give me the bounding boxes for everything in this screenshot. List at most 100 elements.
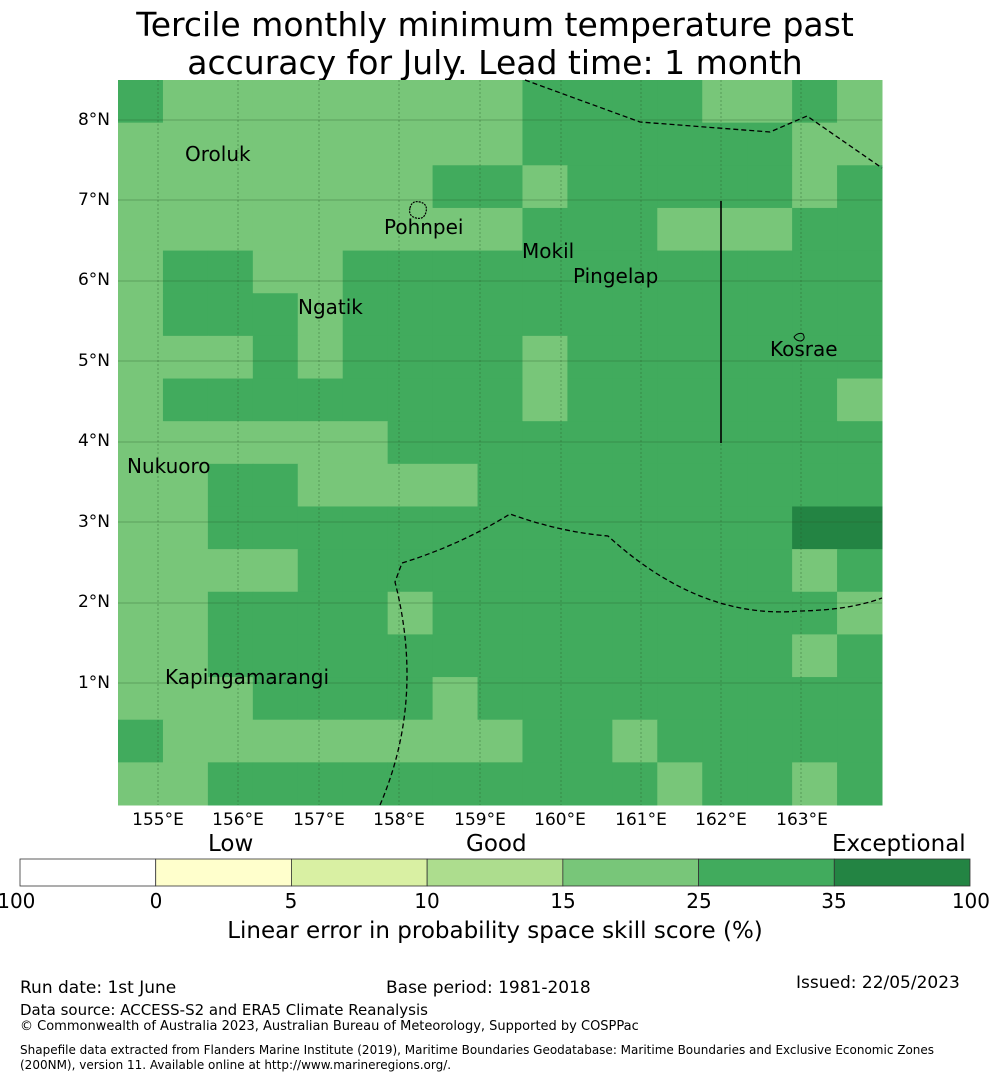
colorbar-tick-label: 5 [284,889,298,913]
skill-cell [432,463,479,507]
skill-cell [657,207,703,252]
skill-cell [567,719,613,763]
colorbar-segment [562,858,699,887]
skill-cell [342,762,389,806]
colorbar-tick-label: 35 [821,889,847,913]
skill-cell [522,80,568,124]
skill-cell [297,378,344,422]
skill-cell [342,719,389,763]
skill-cell [702,207,748,252]
skill-cell [837,80,883,124]
skill-cell [702,463,748,507]
pohnpei-island-shape [409,201,427,219]
skill-cell [837,549,883,593]
skill-cell [792,549,838,593]
skill-cell [567,549,613,593]
skill-cell [162,421,209,465]
skill-cell [702,634,748,678]
colorbar-segment [19,858,157,887]
skill-cell [657,421,703,465]
skill-cell [837,677,883,721]
skill-cell [432,165,479,209]
skill-cell [297,293,344,337]
skill-cell [837,506,883,550]
skill-cell [162,762,209,806]
skill-cell [387,549,434,593]
skill-cell [207,122,254,166]
skill-cell [207,591,254,635]
skill-cell [118,421,164,465]
skill-cell [792,463,838,507]
skill-cell [207,335,254,380]
lat-label-8n: 8°N [77,110,110,130]
skill-cell [162,378,209,422]
skill-cell [342,80,389,124]
skill-cell [837,421,883,465]
skill-cell [207,293,254,337]
colorbar-category-good: Good [466,831,527,857]
skill-cell [612,549,658,593]
skill-cell [792,762,838,806]
skill-cell [252,421,299,465]
skill-cell [342,506,389,550]
colorbar [19,858,971,887]
skill-cell [118,335,164,380]
colorbar-tick-label: -100 [0,889,36,913]
skill-cell [657,634,703,678]
skill-cell [612,677,658,721]
skill-cell [387,378,434,422]
shapefile-credit: Shapefile data extracted from Flanders M… [20,1043,935,1072]
skill-cell [567,378,613,422]
colorbar-title: Linear error in probability space skill … [227,918,763,944]
skill-cell [297,421,344,465]
skill-cell [702,293,748,337]
skill-cell [477,207,523,252]
skill-cell [657,762,703,806]
skill-cell [252,591,299,635]
skill-cell [432,335,479,380]
skill-cell [747,165,793,209]
eez-boundary-south [379,513,883,806]
colorbar-tick-label: 0 [149,889,163,913]
skill-cell [118,293,164,337]
skill-cell [477,591,523,635]
colorbar-category-low: Low [208,831,254,857]
skill-cell [612,80,658,124]
skill-cell [297,165,344,209]
skill-cell [252,506,299,550]
skill-cell [837,591,883,635]
skill-cell [342,293,389,337]
skill-cell [657,165,703,209]
lon-label-157e: 157°E [293,810,345,830]
lon-label-155e: 155°E [132,810,184,830]
skill-cell [207,207,254,252]
skill-cell [522,207,568,252]
skill-cell [207,165,254,209]
skill-cell [612,762,658,806]
lon-label-160e: 160°E [534,810,586,830]
skill-cell [522,719,568,763]
skill-cell [702,762,748,806]
colorbar-tick-label: 25 [686,889,712,913]
skill-cell [432,293,479,337]
lat-label-4n: 4°N [77,431,110,451]
skill-cell [207,80,254,124]
skill-cell [432,122,479,166]
lat-label-3n: 3°N [77,512,110,532]
skill-cell [387,762,434,806]
place-label-pingelap: Pingelap [573,264,659,288]
skill-cell [252,463,299,507]
colorbar-category-exceptional: Exceptional [832,831,966,857]
skill-cell [792,506,838,550]
skill-cell [477,122,523,166]
skill-cell [702,335,748,380]
skill-cell [837,634,883,678]
skill-cell [702,421,748,465]
skill-cell [837,762,883,806]
data-source: Data source: ACCESS-S2 and ERA5 Climate … [20,1001,428,1019]
skill-cell [522,165,568,209]
skill-cell [118,677,164,721]
skill-cell [432,378,479,422]
skill-cell [387,719,434,763]
skill-cell [207,719,254,763]
